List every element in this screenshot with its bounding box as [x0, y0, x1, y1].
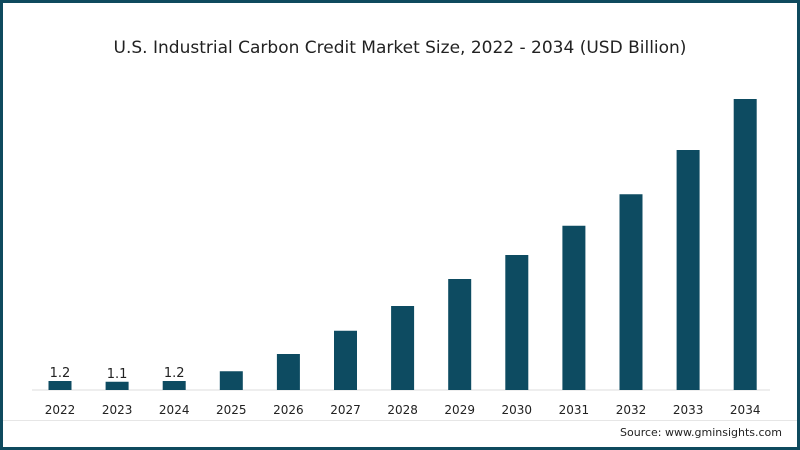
bar-2031	[562, 225, 586, 390]
bar-2027	[334, 330, 357, 390]
x-tick-label: 2031	[559, 403, 590, 417]
bar-2034	[733, 99, 757, 390]
bar-2026	[276, 354, 300, 390]
x-tick-label: 2023	[102, 403, 133, 417]
source-divider	[3, 420, 797, 421]
bar-2028	[391, 306, 415, 390]
x-tick-label: 2024	[159, 403, 190, 417]
x-tick-label: 2030	[502, 403, 533, 417]
bar-2032	[619, 194, 643, 390]
x-tick-label: 2034	[730, 403, 761, 417]
x-tick-label: 2025	[216, 403, 247, 417]
x-tick-label: 2029	[444, 403, 475, 417]
data-label: 1.1	[107, 367, 128, 382]
bar-2023	[105, 381, 129, 390]
bar-2029	[448, 279, 472, 390]
data-label: 1.2	[50, 366, 71, 381]
bar-2030	[505, 255, 529, 390]
bar-2024	[162, 381, 186, 390]
source-note: Source: www.gminsights.com	[620, 426, 782, 439]
bar-2025	[219, 371, 243, 390]
data-label: 1.2	[164, 366, 185, 381]
bar-2033	[676, 150, 700, 390]
x-tick-label: 2027	[330, 403, 361, 417]
x-tick-label: 2026	[273, 403, 304, 417]
chart-title: U.S. Industrial Carbon Credit Market Siz…	[113, 38, 687, 58]
x-tick-label: 2033	[673, 403, 704, 417]
x-tick-label: 2032	[616, 403, 647, 417]
x-tick-label: 2022	[45, 403, 76, 417]
bar-2022	[48, 381, 72, 390]
x-tick-label: 2028	[387, 403, 418, 417]
